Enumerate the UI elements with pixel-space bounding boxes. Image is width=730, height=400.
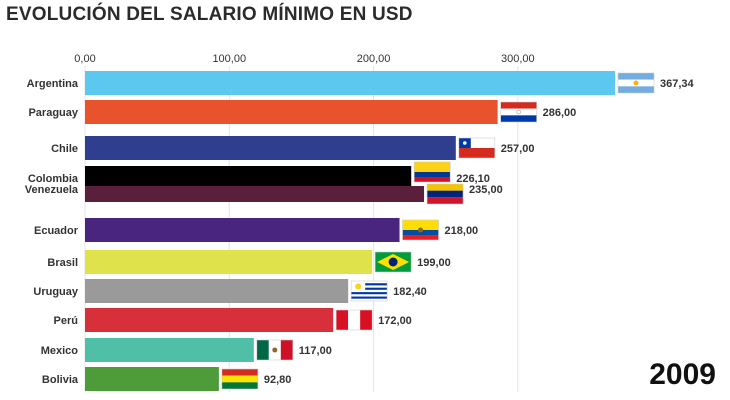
flag-colombia-icon — [413, 161, 451, 183]
bar — [85, 367, 219, 391]
category-label: Ecuador — [34, 225, 79, 237]
flag-peru-icon — [335, 309, 373, 331]
category-label: Uruguay — [33, 286, 79, 298]
bar — [85, 136, 456, 160]
flag-brasil-icon — [374, 251, 412, 273]
value-label: 172,00 — [378, 315, 412, 327]
chart-title: EVOLUCIÓN DEL SALARIO MÍNIMO EN USD — [6, 4, 413, 25]
category-label: Mexico — [41, 345, 79, 357]
x-tick-label: 0,00 — [74, 53, 95, 65]
value-label: 199,00 — [417, 257, 451, 269]
bar — [85, 338, 254, 362]
flag-argentina-icon — [617, 72, 655, 94]
category-label: Perú — [54, 315, 78, 327]
value-label: 235,00 — [469, 184, 503, 196]
value-label: 117,00 — [299, 345, 332, 357]
bar — [85, 166, 412, 188]
bar — [85, 71, 615, 95]
flag-mexico-icon — [256, 339, 294, 361]
x-tick-label: 300,00 — [501, 53, 535, 65]
category-label: Chile — [51, 143, 78, 155]
value-label: 182,40 — [393, 286, 427, 298]
year-label: 2009 — [649, 358, 716, 391]
x-tick-label: 100,00 — [212, 53, 246, 65]
flag-uruguay-icon — [350, 280, 388, 302]
value-label: 92,80 — [264, 374, 292, 386]
category-label: Argentina — [27, 78, 79, 90]
flag-ecuador-icon — [402, 219, 439, 241]
category-label: Brasil — [47, 257, 78, 269]
category-label: Paraguay — [28, 107, 78, 119]
bar — [85, 250, 373, 274]
bar — [85, 308, 334, 332]
bar — [85, 100, 498, 124]
bar — [85, 186, 425, 202]
category-label: Venezuela — [25, 184, 79, 196]
value-label: 367,34 — [660, 78, 695, 90]
flag-bolivia-icon — [221, 368, 259, 390]
flag-venezuela-icon — [426, 183, 464, 205]
value-label: 218,00 — [445, 225, 479, 237]
category-label: Colombia — [28, 173, 79, 185]
value-label: 226,10 — [456, 173, 490, 185]
value-label: 286,00 — [543, 107, 577, 119]
flag-paraguay-icon — [500, 101, 537, 123]
flag-chile-icon — [458, 137, 496, 159]
value-label: 257,00 — [501, 143, 535, 155]
x-tick-label: 200,00 — [357, 53, 391, 65]
bar — [85, 218, 400, 242]
category-label: Bolivia — [42, 374, 79, 386]
bar — [85, 279, 349, 303]
